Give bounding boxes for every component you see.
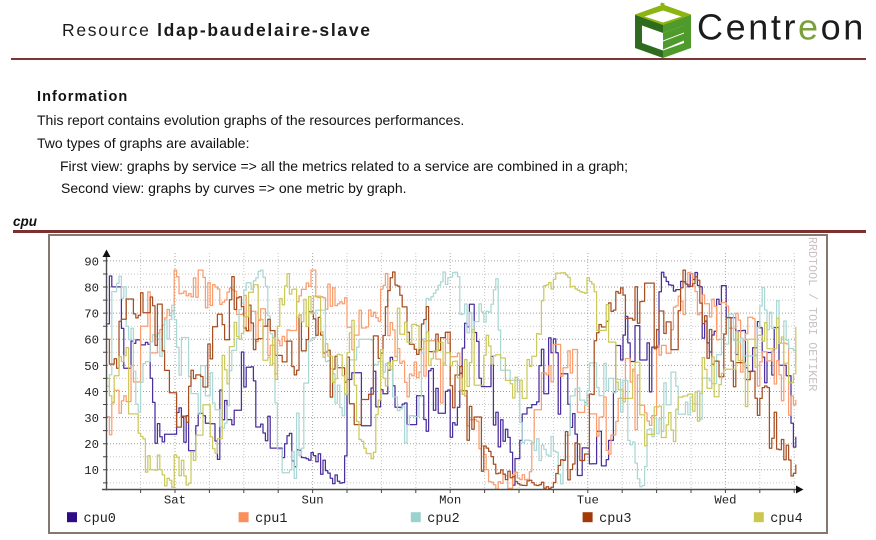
- svg-text:40: 40: [84, 386, 99, 400]
- svg-text:90: 90: [84, 255, 99, 269]
- svg-text:cpu3: cpu3: [599, 512, 631, 527]
- svg-text:30: 30: [84, 412, 99, 426]
- svg-text:80: 80: [84, 281, 99, 295]
- svg-text:10: 10: [84, 464, 99, 478]
- svg-text:Tue: Tue: [577, 494, 599, 508]
- svg-text:60: 60: [84, 334, 99, 348]
- svg-text:Centreon: Centreon: [697, 7, 866, 48]
- svg-text:70: 70: [84, 308, 99, 322]
- svg-text:Mon: Mon: [439, 494, 461, 508]
- svg-text:RRDTOOL / TOBI OETIKER: RRDTOOL / TOBI OETIKER: [805, 237, 819, 391]
- svg-text:cpu2: cpu2: [427, 512, 459, 527]
- svg-text:cpu1: cpu1: [255, 512, 287, 527]
- svg-text:Sun: Sun: [302, 494, 324, 508]
- svg-text:Sat: Sat: [164, 494, 186, 508]
- svg-text:20: 20: [84, 438, 99, 452]
- svg-text:cpu0: cpu0: [84, 512, 116, 527]
- svg-text:Wed: Wed: [714, 494, 736, 508]
- svg-text:cpu4: cpu4: [770, 512, 802, 527]
- svg-text:50: 50: [84, 360, 99, 374]
